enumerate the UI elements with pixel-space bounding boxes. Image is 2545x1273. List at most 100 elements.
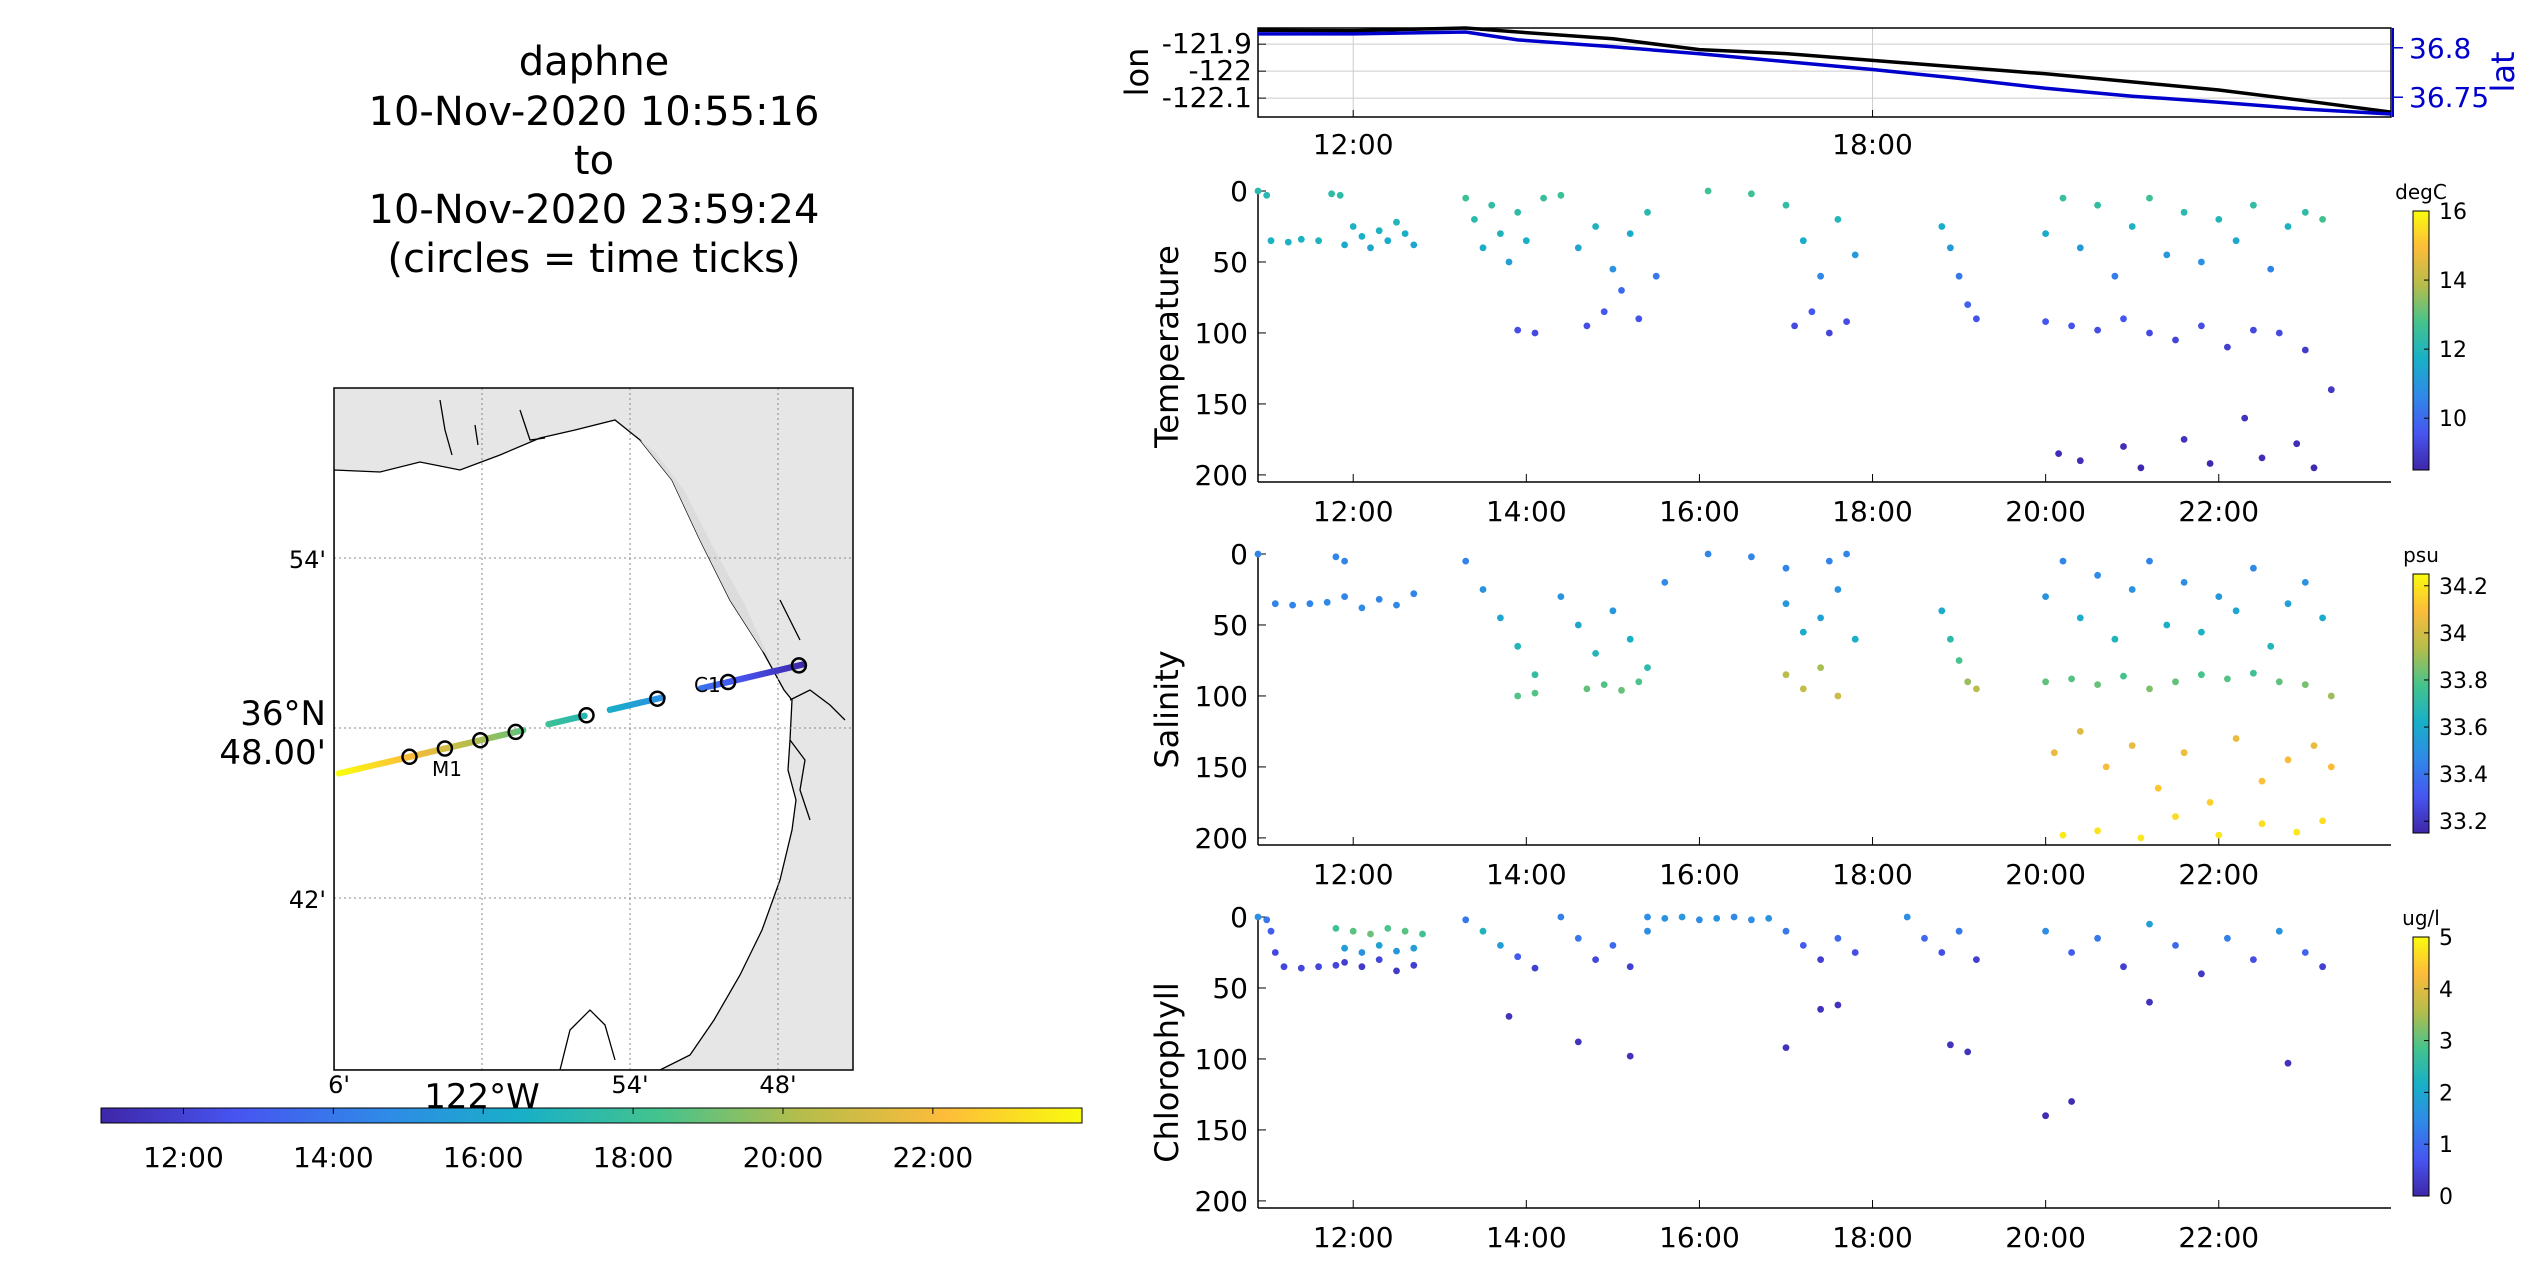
track-map: M1 C1 54' 42' 36°N 48.00' 6' 54' 48' 122… xyxy=(219,387,854,1117)
lon-axis-label: lon xyxy=(1118,48,1156,97)
salinity-data-point xyxy=(2215,831,2223,839)
salinity-data-point xyxy=(1799,628,1807,636)
salinity-data-point xyxy=(2068,675,2076,683)
map-gridlines xyxy=(334,388,853,1070)
temperature-data-point xyxy=(2180,208,2188,216)
lat-axis-label: lat xyxy=(2484,51,2522,92)
temperature-data-point xyxy=(2076,244,2084,252)
lat-center-min: 48.00' xyxy=(219,733,326,773)
chlorophyll-data-point xyxy=(1410,961,1418,969)
lon-tick-label: -122.1 xyxy=(1162,81,1252,114)
chlorophyll-data-point xyxy=(1341,959,1348,966)
temperature-data-point xyxy=(1349,223,1357,230)
temperature-data-point xyxy=(1791,322,1798,330)
salinity-data-point xyxy=(1271,600,1279,608)
temperature-data-point xyxy=(1964,301,1972,308)
temperature-data-point xyxy=(1514,326,1522,334)
temperature-data-point xyxy=(1462,194,1470,202)
salinity-data-point xyxy=(2258,777,2266,785)
salinity-x-tick-label: 14:00 xyxy=(1486,858,1567,891)
chlorophyll-data-point xyxy=(1271,949,1279,956)
salinity-data-point xyxy=(2094,681,2102,688)
chlorophyll-data-point xyxy=(1375,956,1383,963)
chlorophyll-data-point xyxy=(1782,1044,1790,1051)
temperature-y-label: Temperature xyxy=(1148,245,1186,449)
salinity-data-point xyxy=(2224,675,2231,683)
chlorophyll-data-point xyxy=(1557,913,1565,921)
temperature-data-point xyxy=(1574,244,1582,252)
title-line-5: (circles = time ticks) xyxy=(387,236,800,282)
salinity-data-point xyxy=(1358,604,1366,612)
temperature-data-point xyxy=(2180,436,2188,443)
coast-detail-south xyxy=(559,739,811,1070)
chlorophyll-data-point xyxy=(2146,998,2153,1006)
temperature-data-point xyxy=(2120,443,2127,450)
salinity-colorbar-tick-label: 34 xyxy=(2439,622,2467,647)
salinity-data-point xyxy=(2042,593,2049,600)
lon-tick-label: -121.9 xyxy=(1162,27,1252,60)
salinity-data-point xyxy=(1332,553,1340,561)
temperature-colorbar-tick-label: 12 xyxy=(2439,338,2467,363)
temperature-data-point xyxy=(2137,464,2145,472)
salinity-data-point xyxy=(1514,692,1522,700)
chlorophyll-data-point xyxy=(1609,942,1617,949)
temperature-data-point xyxy=(2120,315,2127,323)
salinity-data-point xyxy=(1964,678,1972,686)
chlorophyll-data-point xyxy=(1626,1052,1634,1060)
salinity-data-point xyxy=(2198,628,2205,636)
chlorophyll-x-tick-label: 16:00 xyxy=(1659,1221,1740,1254)
chlorophyll-data-point xyxy=(1817,1005,1824,1013)
chlorophyll-data-point xyxy=(2198,970,2205,978)
lat-axis-ticks: 36.8 36.75 xyxy=(2392,28,2489,117)
chlorophyll-data-point xyxy=(1375,942,1383,949)
salinity-data-point xyxy=(1375,596,1383,603)
chlorophyll-x-tick-label: 12:00 xyxy=(1313,1221,1394,1254)
chlorophyll-colorbar xyxy=(2412,936,2430,1197)
salinity-colorbar-tick-label: 34.2 xyxy=(2439,575,2488,600)
chlorophyll-data-point xyxy=(1419,930,1426,938)
temperature-data-point xyxy=(2301,346,2309,354)
salinity-data-point xyxy=(1851,635,1859,643)
lon-axis-ticks: -121.9-122-122.1 xyxy=(1162,27,1266,114)
colorbar-tick-label: 16:00 xyxy=(443,1141,524,1174)
chlorophyll-data-point xyxy=(1267,927,1275,935)
salinity-data-point xyxy=(2275,678,2283,686)
chlorophyll-data-point xyxy=(1254,913,1262,921)
salinity-data-point xyxy=(2319,817,2327,825)
chlorophyll-data-point xyxy=(1947,1041,1954,1049)
temperature-data-point xyxy=(2250,326,2257,334)
temperature-data-point xyxy=(1328,190,1335,198)
chlorophyll-data-point xyxy=(1280,963,1288,971)
chlorophyll-data-point xyxy=(2284,1059,2292,1067)
chlorophyll-data-point xyxy=(1834,1001,1842,1009)
temperature-colorbar-unit: degC xyxy=(2395,180,2447,204)
temperature-data-point xyxy=(1748,190,1755,198)
salinity-y-tick-label: 50 xyxy=(1212,609,1248,642)
chlorophyll-x-tick-label: 20:00 xyxy=(2005,1221,2086,1254)
salinity-data-point xyxy=(2059,557,2067,565)
temperature-data-point xyxy=(2284,223,2292,230)
chlorophyll-data-point xyxy=(1748,916,1755,924)
lon-series-line xyxy=(1257,26,2392,114)
chlorophyll-data-point xyxy=(2068,1098,2076,1105)
salinity-data-point xyxy=(2206,799,2214,806)
colorbar-tick-label: 12:00 xyxy=(143,1141,224,1174)
temperature-data-point xyxy=(1851,251,1859,259)
temperature-data-point xyxy=(1652,272,1660,280)
temperature-data-point xyxy=(2275,329,2283,337)
salinity-data-point xyxy=(2327,692,2335,700)
chlorophyll-data-point xyxy=(2172,942,2179,949)
temperature-data-point xyxy=(1358,233,1366,240)
temperature-data-point xyxy=(1263,191,1271,199)
salinity-data-point xyxy=(1799,685,1807,693)
lon-lat-series xyxy=(1257,26,2392,116)
temperature-data-point xyxy=(2198,322,2205,330)
salinity-y-tick-label: 100 xyxy=(1195,680,1248,713)
colorbar-tick-label: 20:00 xyxy=(743,1141,824,1174)
salinity-data-point xyxy=(1618,686,1625,694)
chlorophyll-data-point xyxy=(1497,942,1504,949)
temperature-data-point xyxy=(2094,201,2102,209)
chlorophyll-data-point xyxy=(1297,964,1305,972)
colorbar-tick-label: 14:00 xyxy=(293,1141,374,1174)
chlorophyll-data-point xyxy=(1263,916,1271,924)
